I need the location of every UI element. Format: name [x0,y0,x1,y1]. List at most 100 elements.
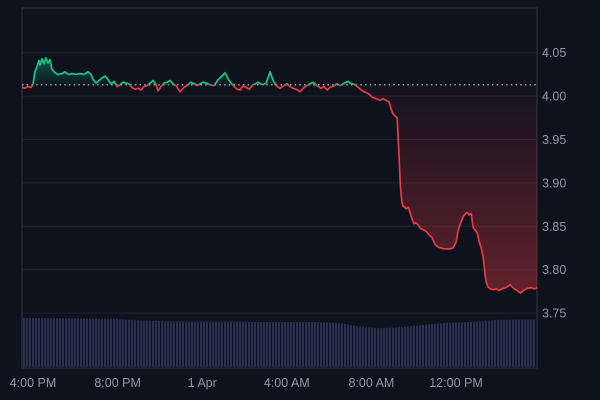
volume-bar [473,321,475,367]
volume-bar [476,321,478,367]
volume-bar [80,318,82,367]
x-axis-label: 4:00 PM [10,376,57,390]
y-axis-label: 4.05 [542,46,566,60]
volume-bar [47,318,49,367]
volume-bar [194,321,196,367]
volume-bar [203,321,205,367]
volume-bar [191,321,193,367]
price-area-down [22,84,537,294]
price-line-up [31,57,357,85]
volume-bar [491,320,493,367]
y-axis-label: 3.95 [542,133,566,147]
volume-bar [341,323,343,367]
volume-bar [290,321,292,367]
volume-bar [161,321,163,367]
volume-bar [128,319,130,367]
volume-bar [65,318,67,367]
volume-bar [281,321,283,367]
volume-bar [224,321,226,367]
volume-bar [455,322,457,367]
volume-bar [74,318,76,367]
volume-bar [98,318,100,367]
volume-bar [410,326,412,367]
volume-bar [119,319,121,367]
volume-bar [86,318,88,367]
volume-bar [359,326,361,367]
volume-bar [143,320,145,367]
volume-bar [38,318,40,367]
volume-bar [215,321,217,367]
volume-bar [251,321,253,367]
volume-bar [272,321,274,367]
volume-bar [155,320,157,367]
volume-bar [245,321,247,367]
volume-bar [461,322,463,367]
volume-bar [512,319,514,367]
volume-bar [116,319,118,367]
volume-bar [302,321,304,367]
volume-bar [308,322,310,367]
volume-bar [533,319,535,367]
volume-bar [173,321,175,367]
volume-bar [35,318,37,367]
volume-bar [443,323,445,367]
volume-bar [68,318,70,367]
volume-bar [164,321,166,367]
volume-bar [401,326,403,367]
volume-bar [92,318,94,367]
volume-bar [107,318,109,367]
volume-bar [269,321,271,367]
volume-bar [467,321,469,367]
volume-bar [317,322,319,367]
volume-bar [485,320,487,367]
y-axis-label: 4.00 [542,90,566,104]
volume-bar [365,327,367,367]
volume-bar [167,321,169,367]
volume-bar [488,320,490,367]
volume-bar [131,320,133,367]
volume-bar [32,318,34,367]
volume-bar [326,322,328,367]
volume-bar [266,321,268,367]
y-axis-label: 3.85 [542,220,566,234]
volume-bar [416,325,418,367]
x-axis-label: 8:00 AM [348,376,394,390]
volume-bar [386,327,388,367]
volume-bar [299,321,301,367]
volume-bar [158,320,160,367]
volume-bar [233,321,235,367]
volume-bar [398,327,400,367]
volume-bar [284,321,286,367]
volume-bar [452,322,454,367]
volume-bar [395,327,397,367]
volume-bar [527,319,529,367]
volume-bar [503,319,505,367]
volume-bar [380,328,382,367]
volume-bar [428,324,430,367]
volume-bar [509,319,511,367]
volume-bar [122,319,124,367]
volume-bar [71,318,73,367]
volume-bar [293,321,295,367]
volume-bar [497,320,499,367]
volume-bar [470,321,472,367]
volume-bar [257,321,259,367]
volume-bars [23,318,535,367]
volume-bar [230,321,232,367]
volume-bar [44,318,46,367]
volume-bar [182,321,184,367]
volume-bar [338,322,340,367]
volume-bar [446,322,448,367]
volume-bar [125,319,127,367]
volume-bar [218,321,220,367]
volume-bar [350,325,352,367]
volume-bar [332,322,334,367]
volume-bar [449,322,451,367]
volume-bar [113,318,115,367]
volume-bar [185,321,187,367]
volume-bar [179,321,181,367]
volume-bar [59,318,61,367]
y-axis-label: 3.75 [542,307,566,321]
